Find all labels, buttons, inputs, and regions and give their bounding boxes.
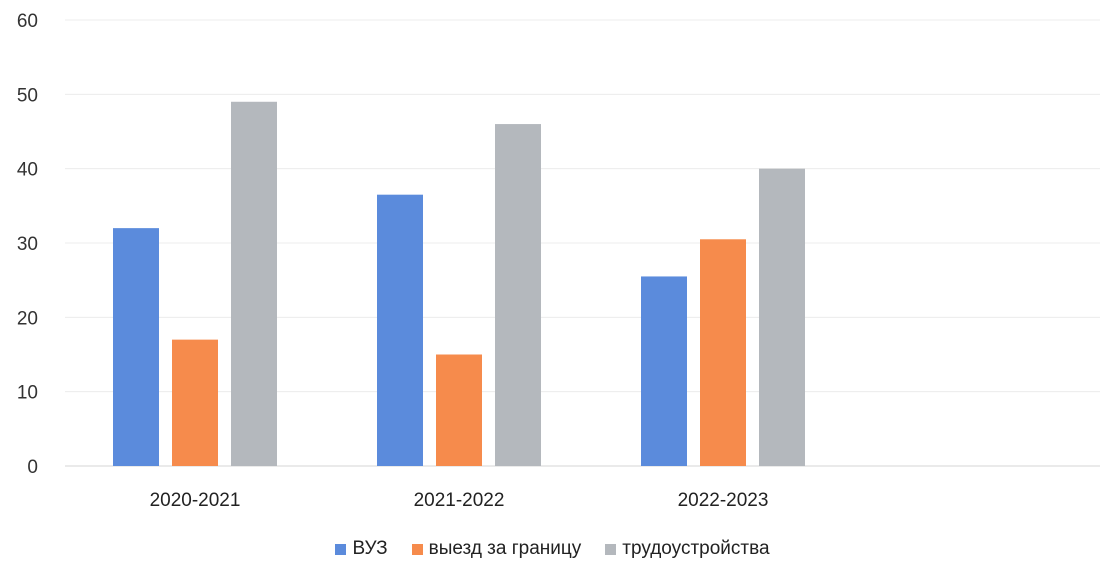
legend-swatch [411, 543, 423, 555]
x-axis-categories: 2020-2021 2021-2022 2022-2023 [150, 490, 769, 511]
x-category-label: 2022-2023 [678, 490, 769, 511]
bar [641, 276, 687, 466]
y-tick-label: 10 [17, 383, 38, 404]
legend-label: трудоустройства [622, 538, 770, 559]
y-axis-ticks: 0 10 20 30 40 50 60 [17, 11, 38, 478]
bar [231, 101, 277, 467]
x-category-label: 2020-2021 [150, 490, 241, 511]
bar [759, 168, 805, 466]
bar [377, 194, 423, 466]
bar-chart: 0 10 20 30 40 50 60 2020-2021 2021-2022 2022-202… [17, 11, 1100, 511]
y-tick-label: 0 [27, 457, 38, 478]
y-tick-label: 30 [17, 234, 38, 255]
y-tick-label: 50 [17, 85, 38, 106]
bar [495, 124, 541, 467]
bar [172, 339, 218, 466]
legend-item: трудоустройства [605, 538, 770, 560]
gridlines [65, 19, 1100, 467]
legend-item: ВУЗ [335, 538, 388, 560]
y-tick-label: 60 [17, 11, 38, 32]
legend-label: ВУЗ [352, 538, 388, 559]
y-tick-label: 40 [17, 160, 38, 181]
legend-label: выезд за границу [428, 538, 582, 559]
legend: ВУЗ выезд за границу трудоустройства [0, 538, 1105, 560]
bar [700, 239, 746, 466]
legend-swatch [605, 543, 617, 555]
bar [113, 228, 159, 466]
x-category-label: 2021-2022 [414, 490, 505, 511]
legend-swatch [335, 543, 347, 555]
legend-item: выезд за границу [411, 538, 582, 560]
bars [113, 101, 805, 467]
bar [436, 354, 482, 466]
y-tick-label: 20 [17, 308, 38, 329]
